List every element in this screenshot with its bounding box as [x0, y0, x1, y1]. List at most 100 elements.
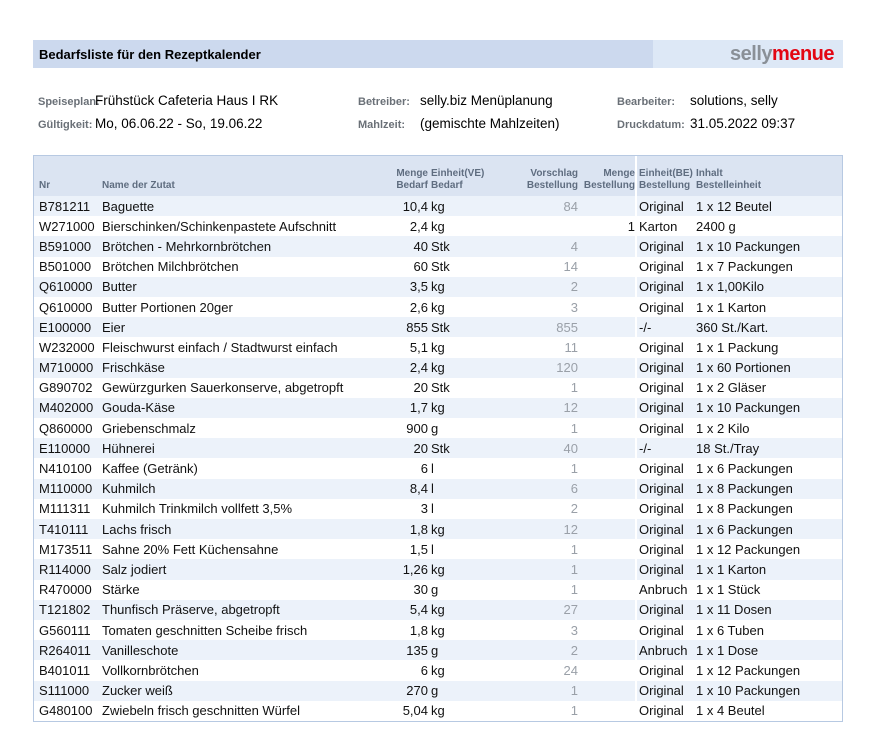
cell-vorschlag: 1	[570, 541, 578, 557]
cell-inhalt: 1 x 1 Packung	[696, 339, 779, 355]
cell-nr: M402000	[39, 400, 94, 416]
cell-menge-bedarf: 20	[413, 380, 428, 396]
table-row: Q610000 Butter Portionen 20ger 2,6 kg 3 …	[34, 296, 842, 318]
meta-label-druckdatum: Druckdatum:	[617, 119, 685, 131]
table-row: G890702 Gewürzgurken Sauerkonserve, abge…	[34, 377, 842, 398]
cell-name: Tomaten geschnitten Scheibe frisch	[102, 622, 308, 638]
meta-value-mahlzeit: (gemischte Mahlzeiten)	[420, 116, 560, 131]
cell-name: Vollkornbrötchen	[102, 662, 199, 678]
cell-inhalt: 1 x 6 Tuben	[696, 622, 764, 638]
cell-einheit-be: Original	[639, 683, 684, 699]
cell-menge-bedarf: 5,1	[409, 339, 428, 355]
cell-nr: B781211	[39, 198, 91, 214]
cell-name: Brötchen - Mehrkornbrötchen	[102, 238, 272, 254]
cell-vorschlag: 1	[570, 582, 578, 598]
col-header-einheit-be: Einheit(BE) Bestellung	[639, 168, 693, 191]
cell-inhalt: 1 x 11 Dosen	[696, 602, 772, 618]
cell-nr: G480100	[39, 703, 93, 719]
cell-name: Kaffee (Getränk)	[102, 461, 198, 477]
cell-nr: M710000	[39, 360, 94, 376]
cell-menge-bedarf: 2,6	[409, 299, 428, 315]
cell-vorschlag: 84	[563, 198, 578, 214]
cell-einheit-ve: kg	[431, 521, 445, 537]
cell-einheit-ve: kg	[431, 218, 445, 234]
cell-einheit-be: -/-	[639, 319, 652, 335]
cell-vorschlag: 3	[570, 622, 578, 638]
cell-nr: E100000	[39, 319, 92, 335]
cell-einheit-be: Original	[639, 299, 684, 315]
meta-label-betreiber: Betreiber:	[358, 96, 410, 108]
table-row: M710000 Frischkäse 2,4 kg 120 Original 1…	[34, 357, 842, 378]
column-divider	[635, 236, 637, 257]
cell-name: Gewürzgurken Sauerkonserve, abgetropft	[102, 380, 344, 396]
table-row: T121802 Thunfisch Präserve, abgetropft 5…	[34, 599, 842, 620]
cell-inhalt: 18 St./Tray	[696, 440, 760, 456]
cell-einheit-be: Original	[639, 622, 684, 638]
col-header-menge-bedarf: Menge Bedarf	[396, 168, 428, 191]
cell-einheit-ve: g	[431, 683, 439, 699]
cell-name: Butter Portionen 20ger	[102, 299, 233, 315]
page-title: Bedarfsliste für den Rezeptkalender	[39, 46, 261, 62]
column-divider	[635, 619, 637, 641]
meta-gueltigkeit: Gültigkeit: Mo, 06.06.22 - So, 19.06.22	[38, 116, 262, 131]
column-divider	[635, 660, 637, 681]
cell-einheit-ve: g	[431, 582, 439, 598]
table-row: E110000 Hühnerei 20 Stk 40 -/- 18 St./Tr…	[34, 438, 842, 459]
cell-einheit-ve: Stk	[431, 440, 450, 456]
cell-einheit-ve: kg	[431, 622, 445, 638]
cell-inhalt: 2400 g	[696, 218, 736, 234]
cell-menge-bedarf: 1,8	[409, 521, 428, 537]
cell-nr: M173511	[39, 541, 93, 557]
cell-einheit-ve: g	[431, 642, 439, 658]
cell-vorschlag: 1	[570, 461, 578, 477]
cell-nr: G560111	[39, 622, 91, 638]
cell-menge-bedarf: 5,4	[409, 602, 428, 618]
cell-name: Hühnerei	[102, 440, 155, 456]
cell-inhalt: 1 x 1 Stück	[696, 582, 761, 598]
cell-einheit-be: Original	[639, 339, 684, 355]
cell-name: Zucker weiß	[102, 683, 173, 699]
cell-vorschlag: 1	[570, 561, 578, 577]
cell-name: Stärke	[102, 582, 140, 598]
cell-inhalt: 360 St./Kart.	[696, 319, 769, 335]
cell-menge-bedarf: 270	[406, 683, 428, 699]
column-divider	[635, 559, 637, 580]
cell-name: Vanilleschote	[102, 642, 179, 658]
cell-inhalt: 1 x 12 Packungen	[696, 541, 801, 557]
col-header-inhalt: Inhalt Bestelleinheit	[696, 168, 762, 191]
logo-part-selly: selly	[730, 43, 773, 65]
cell-inhalt: 1 x 10 Packungen	[696, 238, 801, 254]
cell-menge-bedarf: 1,26	[402, 561, 428, 577]
table-row: Q610000 Butter 3,5 kg 2 Original 1 x 1,0…	[34, 276, 842, 297]
cell-nr: R470000	[39, 582, 92, 598]
cell-inhalt: 1 x 8 Packungen	[696, 501, 793, 517]
cell-nr: T121802	[39, 602, 91, 618]
column-divider	[635, 317, 637, 338]
cell-menge-bedarf: 60	[413, 259, 428, 275]
cell-einheit-ve: kg	[431, 279, 445, 295]
cell-menge-bedarf: 135	[406, 642, 428, 658]
table-row: T410111 Lachs frisch 1,8 kg 12 Original …	[34, 519, 842, 540]
cell-name: Fleischwurst einfach / Stadtwurst einfac…	[102, 339, 338, 355]
meta-druckdatum: Druckdatum: 31.05.2022 09:37	[617, 116, 795, 131]
cell-nr: Q610000	[39, 279, 93, 295]
cell-vorschlag: 120	[556, 360, 578, 376]
cell-einheit-be: Original	[639, 481, 684, 497]
column-divider	[635, 418, 637, 439]
cell-vorschlag: 2	[570, 279, 578, 295]
cell-einheit-ve: g	[431, 420, 439, 436]
cell-name: Thunfisch Präserve, abgetropft	[102, 602, 280, 618]
column-divider	[635, 156, 637, 196]
table-row: M110000 Kuhmilch 8,4 l 6 Original 1 x 8 …	[34, 478, 842, 499]
meta-value-bearbeiter: solutions, selly	[690, 93, 778, 108]
title-bar: Bedarfsliste für den Rezeptkalender sell…	[33, 40, 843, 68]
cell-vorschlag: 2	[570, 501, 578, 517]
cell-menge-bedarf: 2,4	[409, 360, 428, 376]
meta-bearbeiter: Bearbeiter: solutions, selly	[617, 93, 778, 108]
table-body: B781211 Baguette 10,4 kg 84 Original 1 x…	[34, 196, 842, 721]
cell-einheit-be: Original	[639, 541, 684, 557]
cell-einheit-ve: Stk	[431, 238, 450, 254]
table-row: M173511 Sahne 20% Fett Küchensahne 1,5 l…	[34, 539, 842, 560]
cell-name: Kuhmilch	[102, 481, 156, 497]
